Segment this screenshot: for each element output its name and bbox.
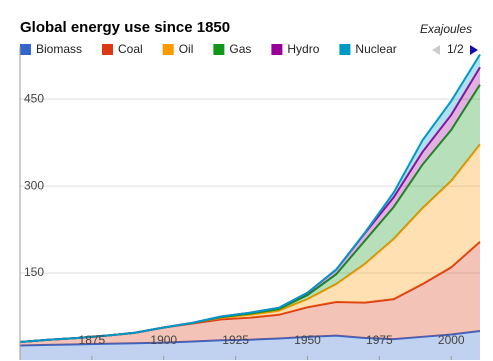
unit-label: Exajoules	[420, 22, 472, 36]
x-tick-label: 2000	[438, 333, 465, 347]
legend-label: Coal	[118, 42, 143, 56]
prev-page-arrow[interactable]	[432, 45, 440, 55]
plot-area: 150 300 450 1875 1900 1925 1950 1975 2000	[19, 47, 481, 360]
y-tick-label: 300	[24, 178, 44, 192]
area	[20, 144, 480, 343]
y-tick-label: 150	[24, 265, 44, 279]
legend-label: Gas	[229, 42, 251, 56]
legend-swatch	[339, 44, 351, 55]
legend: Biomass Coal Oil Gas Hydro Nuclear	[20, 42, 397, 56]
area	[20, 241, 480, 346]
legend-swatch	[102, 44, 114, 55]
x-tick-label: 1950	[294, 333, 321, 347]
legend-label: Oil	[179, 42, 194, 56]
legend-swatch	[162, 44, 174, 55]
x-tick-label: 1875	[79, 333, 106, 347]
y-tick-label: 450	[24, 91, 44, 105]
area-line	[19, 330, 481, 347]
x-tick-label: 1975	[366, 333, 393, 347]
legend-swatch	[20, 44, 31, 55]
legend-swatch	[271, 44, 283, 55]
legend-label: Biomass	[36, 42, 82, 56]
x-tick-label: 1900	[150, 333, 177, 347]
legend-page: 1/2	[447, 42, 464, 56]
x-tick-label: 1925	[222, 333, 249, 347]
legend-item[interactable]: Gas	[213, 42, 251, 56]
area-line	[19, 54, 481, 344]
legend-item[interactable]: Oil	[162, 42, 194, 56]
next-page-arrow[interactable]	[470, 45, 478, 55]
legend-item[interactable]: Coal	[102, 42, 143, 56]
legend-label: Hydro	[287, 42, 319, 56]
legend-item[interactable]: Biomass	[20, 42, 82, 56]
legend-label: Nuclear	[355, 42, 396, 56]
legend-item[interactable]: Hydro	[271, 42, 320, 56]
chart-title: Global energy use since 1850	[20, 19, 230, 36]
legend-swatch	[213, 44, 225, 55]
legend-item[interactable]: Nuclear	[339, 42, 397, 56]
